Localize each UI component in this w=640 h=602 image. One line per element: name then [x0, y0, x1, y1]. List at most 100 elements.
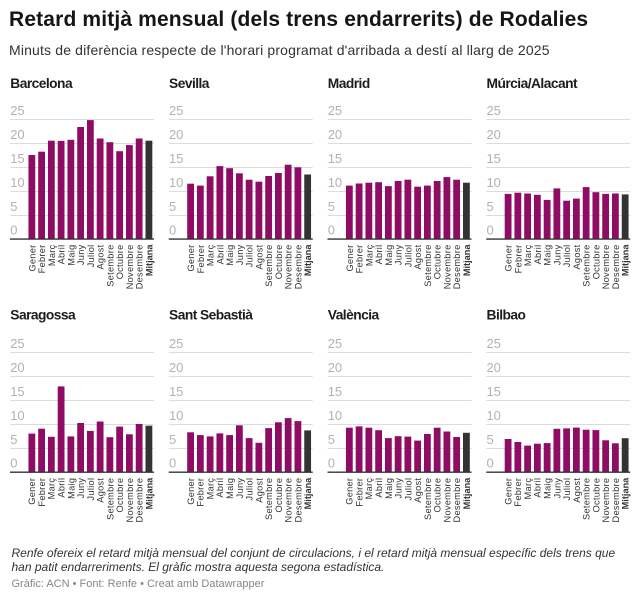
svg-text:10: 10	[486, 408, 500, 423]
svg-text:Març: Març	[523, 478, 533, 500]
svg-text:Gener: Gener	[345, 245, 355, 272]
svg-text:20: 20	[169, 360, 183, 375]
svg-text:Octubre: Octubre	[591, 478, 601, 513]
svg-text:Setembre: Setembre	[423, 478, 433, 520]
svg-text:Gener: Gener	[345, 478, 355, 505]
svg-text:Juliol: Juliol	[403, 245, 413, 268]
svg-text:Gener: Gener	[504, 245, 514, 272]
svg-text:Agost: Agost	[572, 244, 582, 269]
svg-text:Sant Sebastià: Sant Sebastià	[169, 307, 253, 322]
svg-text:Agost: Agost	[413, 478, 423, 503]
svg-text:0: 0	[328, 223, 335, 238]
svg-text:Mitjana: Mitjana	[303, 244, 313, 277]
svg-text:Octubre: Octubre	[591, 245, 601, 280]
svg-text:Juliol: Juliol	[86, 245, 96, 268]
svg-text:Juny: Juny	[394, 478, 404, 499]
svg-text:10: 10	[169, 175, 183, 190]
svg-text:10: 10	[328, 408, 342, 423]
svg-text:10: 10	[486, 175, 500, 190]
svg-text:25: 25	[328, 336, 342, 351]
svg-text:15: 15	[486, 151, 500, 166]
svg-text:Desembre: Desembre	[293, 245, 303, 290]
svg-text:Juny: Juny	[76, 478, 86, 499]
svg-text:Abril: Abril	[533, 478, 543, 498]
svg-text:Mitjana: Mitjana	[621, 477, 631, 510]
svg-text:Desembre: Desembre	[611, 478, 621, 523]
svg-text:25: 25	[486, 103, 500, 118]
svg-text:Març: Març	[47, 478, 57, 500]
svg-text:5: 5	[10, 432, 17, 447]
svg-text:Novembre: Novembre	[125, 478, 135, 523]
svg-text:20: 20	[328, 127, 342, 142]
svg-text:10: 10	[328, 175, 342, 190]
svg-text:Febrer: Febrer	[37, 478, 47, 507]
svg-text:10: 10	[169, 408, 183, 423]
svg-text:Juliol: Juliol	[562, 478, 572, 501]
svg-text:25: 25	[10, 336, 24, 351]
svg-text:20: 20	[328, 360, 342, 375]
svg-text:Desembre: Desembre	[293, 478, 303, 523]
svg-text:15: 15	[328, 151, 342, 166]
svg-text:Febrer: Febrer	[355, 245, 365, 274]
svg-text:15: 15	[10, 151, 24, 166]
svg-text:25: 25	[328, 103, 342, 118]
svg-text:Març: Març	[523, 244, 533, 266]
svg-text:0: 0	[10, 456, 17, 471]
svg-text:Maig: Maig	[543, 478, 553, 499]
svg-text:Agost: Agost	[96, 244, 106, 269]
svg-text:Novembre: Novembre	[125, 245, 135, 290]
svg-text:Setembre: Setembre	[582, 245, 592, 287]
svg-text:Abril: Abril	[374, 478, 384, 498]
svg-text:Juny: Juny	[235, 478, 245, 499]
svg-text:Abril: Abril	[57, 245, 67, 265]
svg-text:València: València	[328, 307, 380, 322]
svg-text:5: 5	[328, 199, 335, 214]
svg-text:Madrid: Madrid	[328, 76, 370, 91]
svg-text:Novembre: Novembre	[601, 245, 611, 290]
svg-text:20: 20	[10, 360, 24, 375]
svg-text:Setembre: Setembre	[105, 245, 115, 287]
svg-text:Gener: Gener	[504, 478, 514, 505]
svg-text:Novembre: Novembre	[284, 245, 294, 290]
svg-text:Febrer: Febrer	[355, 478, 365, 507]
svg-text:Agost: Agost	[254, 244, 264, 269]
svg-text:Febrer: Febrer	[196, 478, 206, 507]
svg-text:Agost: Agost	[254, 478, 264, 503]
svg-text:Febrer: Febrer	[513, 478, 523, 507]
svg-text:Mitjana: Mitjana	[621, 244, 631, 277]
svg-text:15: 15	[10, 384, 24, 399]
svg-text:0: 0	[328, 456, 335, 471]
svg-text:Agost: Agost	[572, 478, 582, 503]
svg-text:Juliol: Juliol	[86, 478, 96, 501]
svg-text:20: 20	[486, 360, 500, 375]
svg-text:Juny: Juny	[76, 244, 86, 265]
svg-text:Març: Març	[206, 478, 216, 500]
svg-text:0: 0	[169, 223, 176, 238]
svg-text:Abril: Abril	[57, 478, 67, 498]
svg-text:Juliol: Juliol	[562, 245, 572, 268]
svg-text:5: 5	[486, 199, 493, 214]
svg-text:Barcelona: Barcelona	[10, 76, 73, 91]
svg-text:15: 15	[169, 384, 183, 399]
svg-text:5: 5	[328, 432, 335, 447]
svg-text:Desembre: Desembre	[611, 245, 621, 290]
svg-text:10: 10	[10, 408, 24, 423]
svg-text:Febrer: Febrer	[37, 245, 47, 274]
svg-text:Gener: Gener	[27, 245, 37, 272]
svg-text:Desembre: Desembre	[135, 478, 145, 523]
svg-text:Març: Març	[206, 244, 216, 266]
svg-text:20: 20	[169, 127, 183, 142]
svg-text:25: 25	[169, 103, 183, 118]
svg-text:25: 25	[169, 336, 183, 351]
svg-text:Sevilla: Sevilla	[169, 76, 210, 91]
svg-text:Maig: Maig	[66, 478, 76, 499]
svg-text:Setembre: Setembre	[105, 478, 115, 520]
svg-text:Maig: Maig	[384, 478, 394, 499]
svg-text:Maig: Maig	[225, 245, 235, 266]
svg-text:Mitjana: Mitjana	[303, 477, 313, 510]
svg-text:15: 15	[486, 384, 500, 399]
svg-text:Mitjana: Mitjana	[144, 244, 154, 277]
svg-text:0: 0	[169, 456, 176, 471]
svg-text:Abril: Abril	[215, 245, 225, 265]
svg-text:Juny: Juny	[552, 244, 562, 265]
